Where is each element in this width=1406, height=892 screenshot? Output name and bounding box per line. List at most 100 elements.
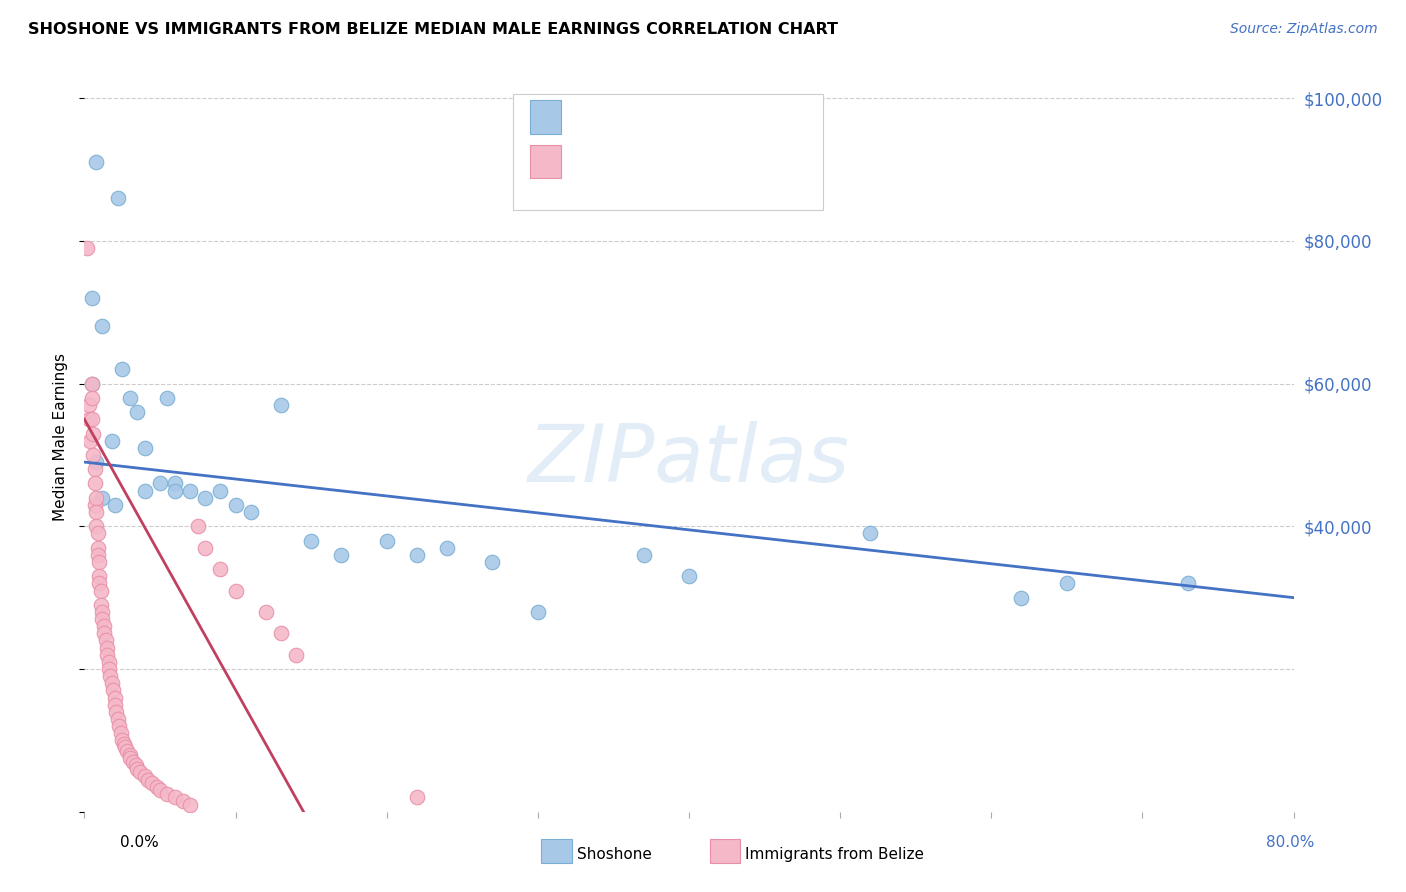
Point [86,491,108,505]
Point [209,562,232,576]
Point [141,776,163,790]
Point [80,391,103,405]
Point [96,640,118,655]
Point [859,526,882,541]
Point [254,605,277,619]
Text: R =: R = [578,110,614,128]
Text: 68: 68 [740,153,762,170]
Point [98,669,121,683]
Point [406,548,429,562]
Text: Shoshone: Shoshone [576,847,651,862]
Point [481,555,503,569]
Text: SHOSHONE VS IMMIGRANTS FROM BELIZE MEDIAN MALE EARNINGS CORRELATION CHART: SHOSHONE VS IMMIGRANTS FROM BELIZE MEDIA… [28,22,838,37]
Point [330,548,353,562]
Point [77,398,100,412]
Point [125,758,148,772]
Point [105,705,128,719]
Text: N =: N = [693,153,745,170]
Point [87,526,110,541]
Point [678,569,700,583]
Point [225,583,247,598]
Point [527,605,550,619]
Point [100,434,122,448]
Point [436,541,458,555]
Point [375,533,398,548]
Point [285,648,308,662]
Text: -0.360: -0.360 [617,153,676,170]
Point [179,797,201,812]
Point [127,405,149,419]
Point [91,319,114,334]
Point [82,448,104,462]
Text: ZIPatlas: ZIPatlas [527,420,851,499]
Y-axis label: Median Male Earnings: Median Male Earnings [53,353,69,521]
Point [97,662,120,676]
Point [87,548,110,562]
Text: 80.0%: 80.0% [1267,836,1315,850]
Point [114,740,136,755]
Point [100,676,122,690]
Point [270,398,292,412]
Point [111,733,134,747]
Point [107,191,129,205]
Text: Source: ZipAtlas.com: Source: ZipAtlas.com [1230,22,1378,37]
Point [104,498,127,512]
Point [1177,576,1199,591]
Point [115,744,138,758]
Point [129,765,152,780]
Point [91,612,114,626]
Text: R =: R = [578,153,614,170]
Point [80,376,103,391]
Point [156,391,179,405]
Point [187,519,209,533]
Text: 37: 37 [740,110,763,128]
Point [1011,591,1033,605]
Point [118,747,141,762]
Point [172,794,194,808]
Point [134,483,156,498]
Point [86,505,108,519]
Point [84,476,107,491]
Point [1056,576,1078,591]
Point [86,519,108,533]
Point [406,790,429,805]
Point [149,783,172,797]
Point [90,598,112,612]
Point [146,780,169,794]
Point [84,498,107,512]
Point [108,719,131,733]
Point [89,569,111,583]
Point [101,683,124,698]
Text: Immigrants from Belize: Immigrants from Belize [745,847,925,862]
Point [156,787,179,801]
Point [165,483,187,498]
Point [209,483,232,498]
Point [194,491,217,505]
Point [82,426,104,441]
Point [79,434,101,448]
Point [86,455,108,469]
Text: -0.296: -0.296 [617,110,676,128]
Point [118,751,141,765]
Point [118,391,141,405]
Point [127,762,149,776]
Point [87,541,110,555]
Point [96,648,118,662]
Point [80,376,103,391]
Point [121,755,143,769]
Point [134,769,156,783]
Point [80,412,103,426]
Point [225,498,247,512]
Point [91,605,114,619]
Point [136,772,159,787]
Point [104,690,127,705]
Point [97,655,120,669]
Point [104,698,127,712]
Point [80,291,103,305]
Point [107,712,129,726]
Point [270,626,292,640]
Point [299,533,322,548]
Point [194,541,217,555]
Point [633,548,655,562]
Point [111,362,134,376]
